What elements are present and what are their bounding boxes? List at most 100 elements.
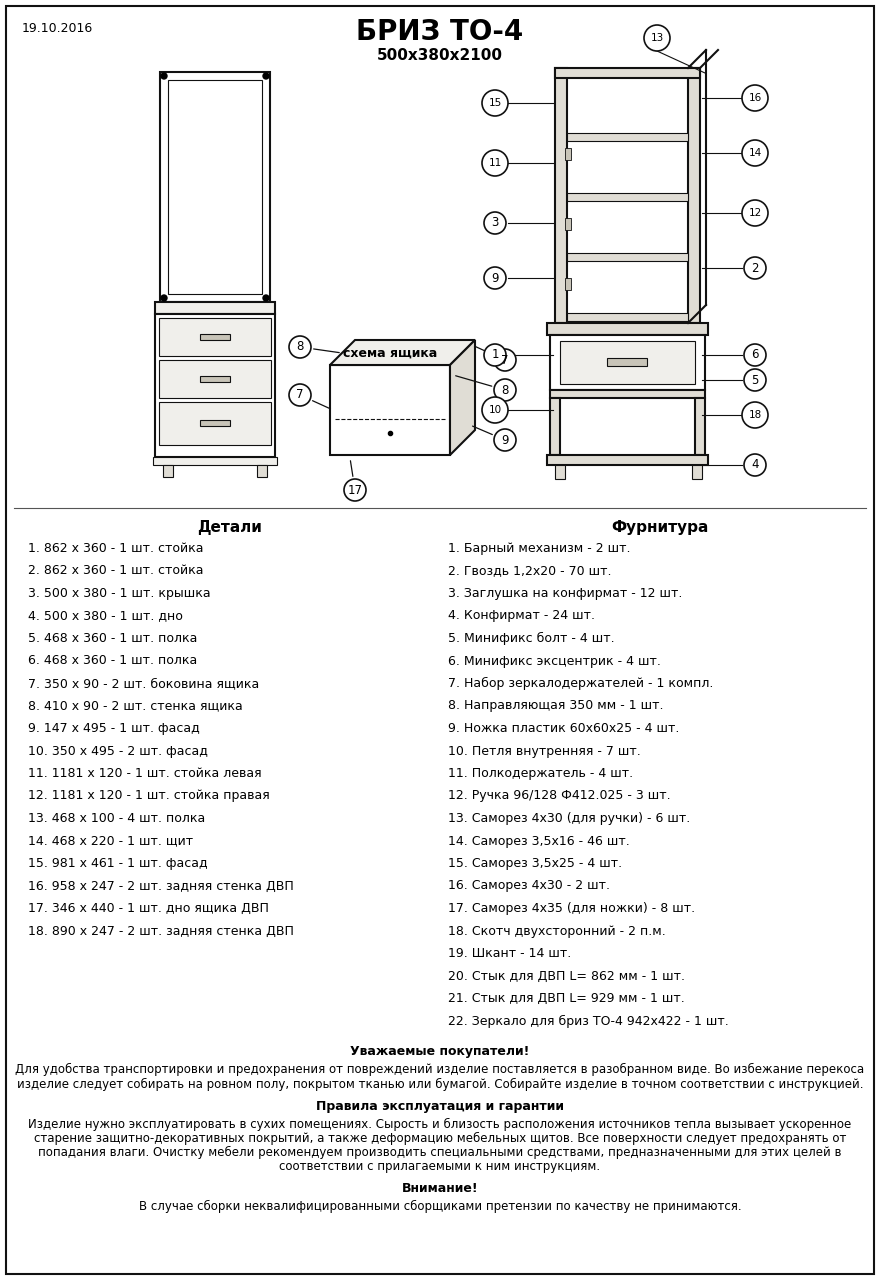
Text: 16: 16 (748, 93, 761, 102)
Text: 15. Саморез 3,5x25 - 4 шт.: 15. Саморез 3,5x25 - 4 шт. (448, 858, 622, 870)
Circle shape (744, 369, 766, 390)
Text: 10. 350 x 495 - 2 шт. фасад: 10. 350 x 495 - 2 шт. фасад (28, 745, 208, 758)
Text: 4. 500 x 380 - 1 шт. дно: 4. 500 x 380 - 1 шт. дно (28, 609, 183, 622)
Circle shape (263, 73, 269, 79)
Text: 20. Стык для ДВП L= 862 мм - 1 шт.: 20. Стык для ДВП L= 862 мм - 1 шт. (448, 969, 685, 983)
Text: Фурнитура: Фурнитура (612, 520, 708, 535)
Text: 21. Стык для ДВП L= 929 мм - 1 шт.: 21. Стык для ДВП L= 929 мм - 1 шт. (448, 992, 685, 1005)
Text: 4. Конфирмат - 24 шт.: 4. Конфирмат - 24 шт. (448, 609, 595, 622)
Text: 19.10.2016: 19.10.2016 (22, 22, 93, 35)
Text: Уважаемые покупатели!: Уважаемые покупатели! (350, 1044, 530, 1059)
Text: 9. 147 x 495 - 1 шт. фасад: 9. 147 x 495 - 1 шт. фасад (28, 722, 200, 735)
Circle shape (494, 429, 516, 451)
Text: 14. 468 x 220 - 1 шт. щит: 14. 468 x 220 - 1 шт. щит (28, 835, 193, 847)
Text: 3: 3 (491, 216, 499, 229)
Polygon shape (450, 340, 475, 454)
Circle shape (263, 294, 269, 301)
Bar (200, 376, 230, 381)
Circle shape (742, 200, 768, 227)
Text: 10. Петля внутренняя - 7 шт.: 10. Петля внутренняя - 7 шт. (448, 745, 641, 758)
Circle shape (289, 384, 311, 406)
Text: 12: 12 (748, 207, 761, 218)
Bar (155, 314, 275, 457)
Circle shape (344, 479, 366, 500)
Bar (567, 193, 688, 201)
Bar (555, 68, 700, 78)
Text: 2: 2 (752, 261, 759, 274)
Bar (200, 334, 230, 340)
Text: 15: 15 (488, 99, 502, 108)
Text: 6. 468 x 360 - 1 шт. полка: 6. 468 x 360 - 1 шт. полка (28, 654, 197, 667)
Circle shape (644, 26, 670, 51)
Text: соответствии с прилагаемыми к ним инструкциям.: соответствии с прилагаемыми к ним инстру… (280, 1160, 600, 1172)
Circle shape (744, 454, 766, 476)
Text: 6. Минификс эксцентрик - 4 шт.: 6. Минификс эксцентрик - 4 шт. (448, 654, 661, 667)
Polygon shape (330, 340, 475, 365)
Circle shape (289, 335, 311, 358)
Text: 19. Шкант - 14 шт.: 19. Шкант - 14 шт. (448, 947, 571, 960)
Text: 7: 7 (502, 353, 509, 366)
Circle shape (742, 84, 768, 111)
Circle shape (482, 150, 508, 175)
Text: изделие следует собирать на ровном полу, покрытом тканью или бумагой. Собирайте : изделие следует собирать на ровном полу,… (17, 1078, 863, 1091)
Text: 4: 4 (752, 458, 759, 471)
Circle shape (744, 257, 766, 279)
Text: 1. Барный механизм - 2 шт.: 1. Барный механизм - 2 шт. (448, 541, 630, 556)
Text: 18: 18 (748, 410, 761, 420)
Bar (565, 73, 690, 323)
Bar (560, 340, 695, 384)
Bar (547, 454, 708, 465)
Text: схема ящика: схема ящика (343, 347, 437, 360)
Text: 1: 1 (491, 348, 499, 361)
Text: 5: 5 (752, 374, 759, 387)
Bar (159, 402, 271, 445)
Text: 18. 890 x 247 - 2 шт. задняя стенка ДВП: 18. 890 x 247 - 2 шт. задняя стенка ДВП (28, 924, 294, 937)
Circle shape (484, 268, 506, 289)
Text: 16. Саморез 4x30 - 2 шт.: 16. Саморез 4x30 - 2 шт. (448, 879, 610, 892)
Text: 13: 13 (650, 33, 664, 44)
Text: 15. 981 x 461 - 1 шт. фасад: 15. 981 x 461 - 1 шт. фасад (28, 858, 208, 870)
Bar (168, 79, 262, 294)
Circle shape (494, 379, 516, 401)
Bar (159, 317, 271, 356)
Text: 14: 14 (748, 148, 761, 157)
Bar (565, 218, 571, 230)
Text: 3. Заглушка на конфирмат - 12 шт.: 3. Заглушка на конфирмат - 12 шт. (448, 588, 682, 600)
Text: 7. Набор зеркалодержателей - 1 компл.: 7. Набор зеркалодержателей - 1 компл. (448, 677, 714, 690)
Bar (547, 323, 708, 335)
Circle shape (744, 344, 766, 366)
Text: 17: 17 (348, 484, 363, 497)
Bar (567, 253, 688, 261)
Bar (155, 302, 275, 314)
Text: Детали: Детали (198, 520, 262, 535)
Bar (555, 68, 567, 323)
Text: 8: 8 (297, 340, 304, 353)
Bar (692, 465, 702, 479)
Bar (550, 335, 705, 390)
Text: 14. Саморез 3,5x16 - 46 шт.: 14. Саморез 3,5x16 - 46 шт. (448, 835, 630, 847)
Circle shape (494, 349, 516, 371)
Bar (565, 278, 571, 291)
Text: 7. 350 x 90 - 2 шт. боковина ящика: 7. 350 x 90 - 2 шт. боковина ящика (28, 677, 260, 690)
Text: Для удобства транспортировки и предохранения от повреждений изделие поставляется: Для удобства транспортировки и предохран… (16, 1062, 864, 1076)
Bar (257, 465, 267, 477)
Text: 13. Саморез 4x30 (для ручки) - 6 шт.: 13. Саморез 4x30 (для ручки) - 6 шт. (448, 812, 690, 826)
Text: 8: 8 (502, 384, 509, 397)
Bar (159, 360, 271, 398)
Circle shape (161, 73, 167, 79)
Text: 16. 958 x 247 - 2 шт. задняя стенка ДВП: 16. 958 x 247 - 2 шт. задняя стенка ДВП (28, 879, 294, 892)
Bar (695, 398, 705, 454)
Text: 11: 11 (488, 157, 502, 168)
Text: 9. Ножка пластик 60x60x25 - 4 шт.: 9. Ножка пластик 60x60x25 - 4 шт. (448, 722, 679, 735)
Text: 17. Саморез 4x35 (для ножки) - 8 шт.: 17. Саморез 4x35 (для ножки) - 8 шт. (448, 902, 695, 915)
Bar (163, 465, 173, 477)
Bar (153, 457, 277, 465)
Circle shape (161, 294, 167, 301)
Text: 8. 410 x 90 - 2 шт. стенка ящика: 8. 410 x 90 - 2 шт. стенка ящика (28, 699, 243, 713)
Text: 12. 1181 x 120 - 1 шт. стойка правая: 12. 1181 x 120 - 1 шт. стойка правая (28, 790, 270, 803)
Circle shape (484, 212, 506, 234)
Bar (550, 398, 560, 454)
Text: 500x380x2100: 500x380x2100 (377, 47, 503, 63)
Bar (160, 72, 270, 302)
Text: БРИЗ ТО-4: БРИЗ ТО-4 (356, 18, 524, 46)
